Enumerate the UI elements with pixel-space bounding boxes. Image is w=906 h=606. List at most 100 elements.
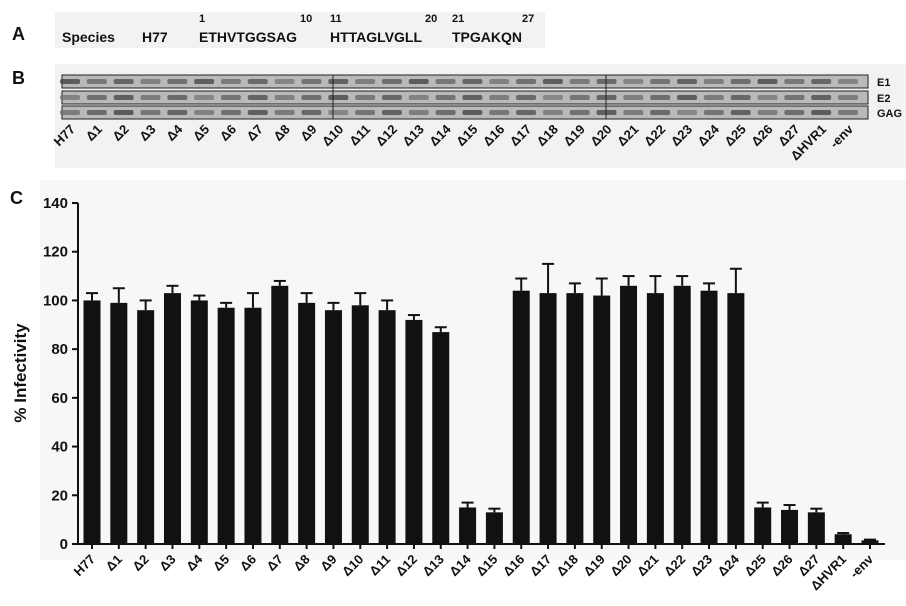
blot-band: [435, 79, 456, 84]
y-axis-label: % Infectivity: [11, 323, 30, 423]
blot-band: [596, 110, 617, 115]
band-label: E1: [877, 77, 890, 89]
y-tick-label: 80: [51, 341, 68, 358]
blot-band: [355, 110, 376, 115]
blot-band: [516, 95, 537, 100]
blot-band: [194, 95, 215, 100]
blot-band: [462, 95, 483, 100]
blot-band: [60, 79, 80, 84]
bar: [593, 295, 611, 544]
bar: [807, 512, 825, 544]
blot-band: [381, 110, 402, 115]
blot-band: [60, 95, 80, 100]
blot-band: [274, 79, 295, 84]
blot-band: [757, 79, 778, 84]
blot-band: [677, 95, 698, 100]
blot-band: [86, 79, 107, 84]
blot-band: [677, 79, 698, 84]
blot-band: [328, 110, 349, 115]
blot-band: [784, 110, 805, 115]
residue-start: 1: [199, 13, 205, 25]
blot-band: [301, 95, 322, 100]
blot-band: [569, 79, 590, 84]
blot-band: [703, 79, 724, 84]
band-label: GAG: [877, 108, 902, 120]
blot-band: [838, 110, 858, 115]
blot-band: [757, 95, 778, 100]
sequence: ETHVTGGSAG: [199, 29, 297, 45]
blot-band: [86, 95, 107, 100]
bar: [512, 290, 530, 544]
bar: [190, 300, 208, 544]
bar: [539, 293, 557, 544]
y-tick-label: 20: [51, 487, 68, 504]
blot-band: [301, 110, 322, 115]
bar: [566, 293, 584, 544]
blot-band: [435, 110, 456, 115]
blot-band: [730, 79, 751, 84]
blot-band: [301, 79, 322, 84]
blot-band: [757, 110, 778, 115]
blot-band: [462, 79, 483, 84]
blot-band: [623, 95, 644, 100]
blot-band: [194, 110, 215, 115]
residue-end: 20: [425, 13, 437, 25]
blot-band: [838, 95, 858, 100]
bar: [834, 534, 852, 544]
blot-band: [113, 95, 134, 100]
blot-band: [408, 110, 429, 115]
panel-letter: B: [12, 68, 25, 88]
blot-band: [140, 110, 161, 115]
blot-band: [60, 110, 80, 115]
y-tick-label: 60: [51, 390, 68, 407]
y-tick-label: 40: [51, 439, 68, 456]
blot-band: [274, 110, 295, 115]
bar: [781, 509, 799, 544]
strain: H77: [142, 29, 168, 45]
bar: [83, 300, 101, 544]
blot-band: [596, 95, 617, 100]
bar: [298, 302, 316, 544]
blot-band: [489, 110, 510, 115]
bar: [646, 293, 664, 544]
bar: [378, 310, 396, 544]
blot-band: [86, 110, 107, 115]
blot-band: [569, 95, 590, 100]
blot-band: [462, 110, 483, 115]
blot-band: [408, 79, 429, 84]
bar: [459, 507, 477, 544]
blot-band: [355, 79, 376, 84]
blot-band: [516, 110, 537, 115]
blot-band: [650, 110, 671, 115]
blot-band: [811, 110, 832, 115]
blot-band: [167, 110, 188, 115]
blot-band: [247, 95, 268, 100]
blot-band: [730, 110, 751, 115]
panel-c-background: [40, 180, 906, 560]
blot-band: [274, 95, 295, 100]
blot-band: [408, 95, 429, 100]
blot-band: [220, 110, 241, 115]
blot-band: [247, 110, 268, 115]
band-label: E2: [877, 93, 890, 105]
y-tick-label: 100: [43, 292, 68, 309]
blot-band: [113, 79, 134, 84]
y-tick-label: 140: [43, 195, 68, 212]
blot-band: [542, 95, 563, 100]
blot-band: [703, 95, 724, 100]
bar: [110, 302, 128, 544]
panel-letter: C: [10, 188, 23, 208]
blot-band: [542, 79, 563, 84]
blot-band: [167, 95, 188, 100]
blot-band: [784, 79, 805, 84]
blot-band: [381, 79, 402, 84]
residue-start: 21: [452, 13, 464, 25]
bar: [163, 293, 181, 544]
bar: [700, 290, 718, 544]
y-tick-label: 120: [43, 244, 68, 261]
sequence: TPGAKQN: [452, 29, 522, 45]
bar: [861, 540, 879, 544]
blot-band: [838, 79, 858, 84]
blot-band: [328, 79, 349, 84]
blot-band: [811, 79, 832, 84]
